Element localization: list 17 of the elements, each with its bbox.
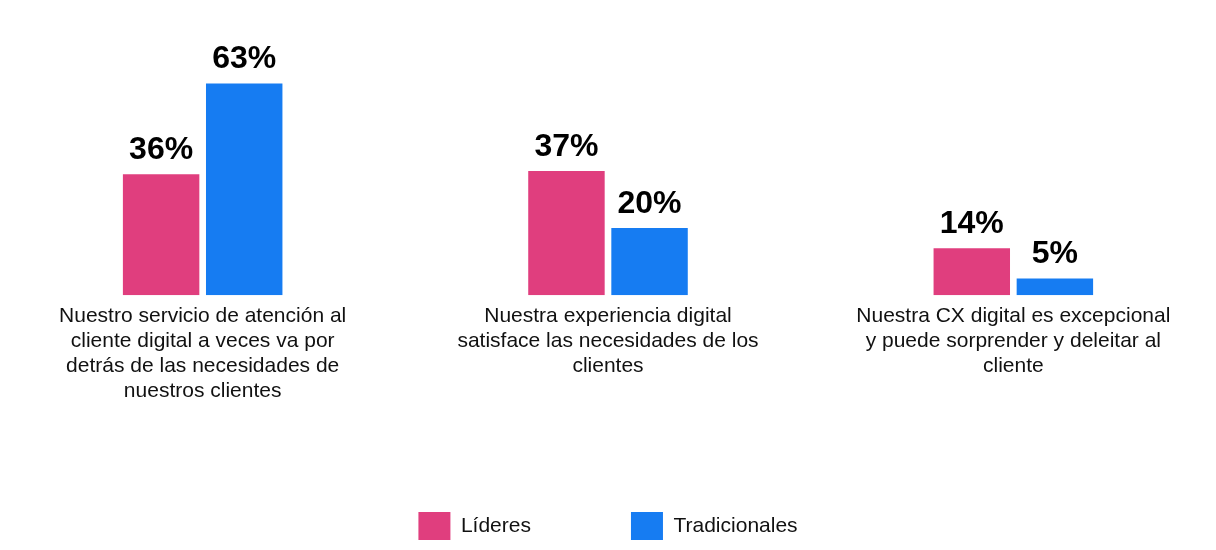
bar bbox=[933, 248, 1011, 296]
bar bbox=[611, 228, 688, 296]
data-label: 5% bbox=[1031, 234, 1079, 271]
data-label: 63% bbox=[212, 39, 277, 76]
bar bbox=[1016, 278, 1094, 296]
x-tick-label: Nuestra CX digital es excepcional y puede sorprender y deleitar al cliente bbox=[856, 302, 1171, 376]
data-label: 20% bbox=[617, 183, 682, 220]
x-tick-label: Nuestro servicio de atención al cliente digital a veces va por detrás de las necesidades de nuestros clientes bbox=[59, 302, 347, 402]
data-label: 36% bbox=[129, 130, 194, 167]
bar bbox=[122, 174, 200, 296]
legend-label: Líderes bbox=[460, 512, 531, 536]
legend-label: Tradicionales bbox=[673, 512, 798, 536]
data-label: 37% bbox=[534, 126, 599, 163]
bar bbox=[528, 170, 605, 296]
data-label: 14% bbox=[939, 203, 1004, 240]
bar bbox=[205, 83, 283, 296]
x-tick-label: Nuestra experiencia digital satisface las necesidades de los clientes bbox=[457, 302, 759, 376]
